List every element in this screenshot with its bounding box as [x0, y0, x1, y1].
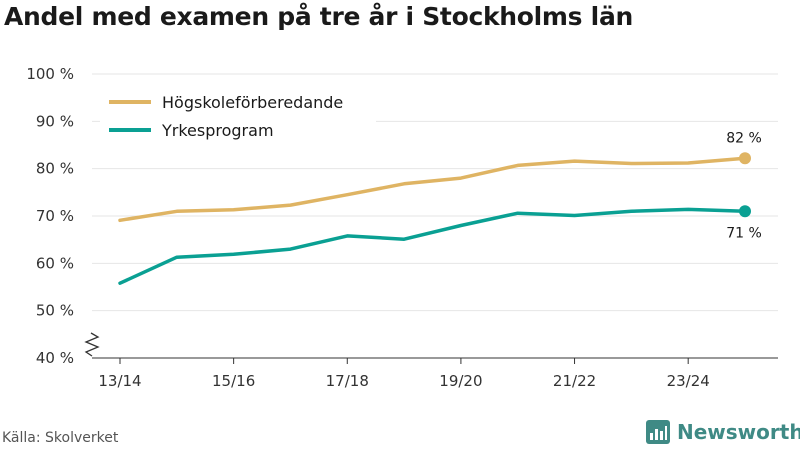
brand-name: Newsworthy: [677, 420, 800, 444]
data-label: 71 %: [726, 225, 762, 241]
gridlines: [92, 73, 778, 312]
axis-break-icon: [84, 332, 100, 357]
source-note: Källa: Skolverket: [2, 430, 119, 446]
line-chart: 40 % 50 % 60 % 70 % 80 % 90 % 100 % 13/14 15/16 1…: [26, 65, 778, 390]
legend-label: Högskoleförberedande: [162, 93, 343, 112]
series-line: [118, 207, 747, 285]
y-tick-label: 100 %: [26, 65, 74, 83]
y-tick-label: 80 %: [36, 160, 74, 178]
x-tick-label: 21/22: [553, 372, 596, 390]
x-tick-label: 23/24: [667, 372, 710, 390]
y-tick-label: 60 %: [36, 254, 74, 272]
x-tick-label: 19/20: [439, 372, 482, 390]
chart-title: Andel med examen på tre år i Stockholms …: [4, 2, 634, 31]
series-end-point: [739, 205, 751, 218]
axes: 40 % 50 % 60 % 70 % 80 % 90 % 100 % 13/14 15/16 1…: [26, 65, 778, 390]
newsworthy-logo-icon: [646, 420, 670, 444]
y-tick-label: 90 %: [36, 112, 74, 130]
x-tick-label: 15/16: [212, 372, 255, 390]
x-tick-label: 17/18: [326, 372, 369, 390]
y-tick-label: 40 %: [36, 349, 74, 367]
series-end-point: [739, 152, 751, 165]
x-tick-label: 13/14: [98, 372, 141, 390]
legend-label: Yrkesprogram: [161, 121, 274, 140]
y-tick-label: 50 %: [36, 302, 74, 320]
data-labels: 82 % 71 %: [726, 130, 762, 241]
series-lines: [118, 152, 751, 285]
data-label: 82 %: [726, 130, 762, 146]
legend: Högskoleförberedande Yrkesprogram: [100, 82, 376, 146]
legend-background: [100, 82, 376, 146]
brand-logo[interactable]: Newsworthy: [646, 420, 800, 444]
series-line: [118, 156, 747, 223]
y-tick-label: 70 %: [36, 207, 74, 225]
